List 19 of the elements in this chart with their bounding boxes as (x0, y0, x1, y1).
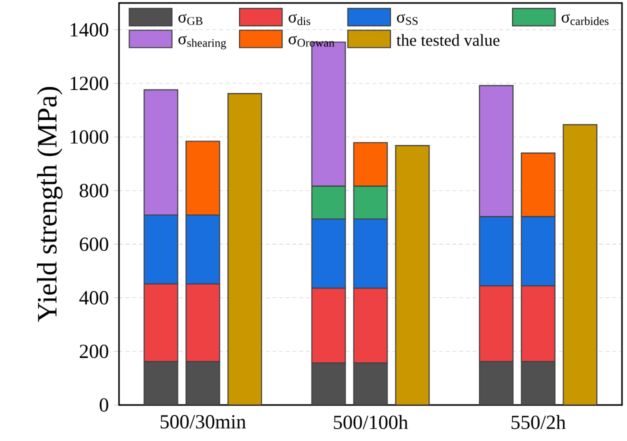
y-tick-label: 1400 (70, 23, 108, 37)
y-tick-label: 600 (80, 237, 108, 251)
y-tick-label: 1200 (70, 76, 108, 90)
legend-label: σ$_{Orowan}$ (288, 36, 334, 47)
y-axis-title: Yield strength (MPa) (37, 87, 62, 322)
legend-label: the tested value (396, 34, 500, 46)
legend-label: σ$_{shearing}$ (178, 36, 226, 50)
y-tick-label: 800 (80, 184, 108, 198)
legend-label: σ$_{dis}$ (288, 14, 310, 26)
legend-label: σ$_{SS}$ (396, 14, 418, 25)
y-tick-label: 200 (80, 344, 108, 358)
legend-label: σ$_{GB}$ (178, 14, 202, 25)
x-tick-label: 500/100h (334, 415, 408, 430)
x-tick-label: 500/30min (160, 415, 246, 429)
x-tick-label: 550/2h (512, 415, 566, 430)
y-tick-label: 400 (79, 291, 108, 305)
y-tick-label: 1000 (70, 130, 108, 144)
legend-label: σ$_{carbides}$ (562, 14, 609, 26)
y-tick-label: 0 (100, 398, 108, 412)
